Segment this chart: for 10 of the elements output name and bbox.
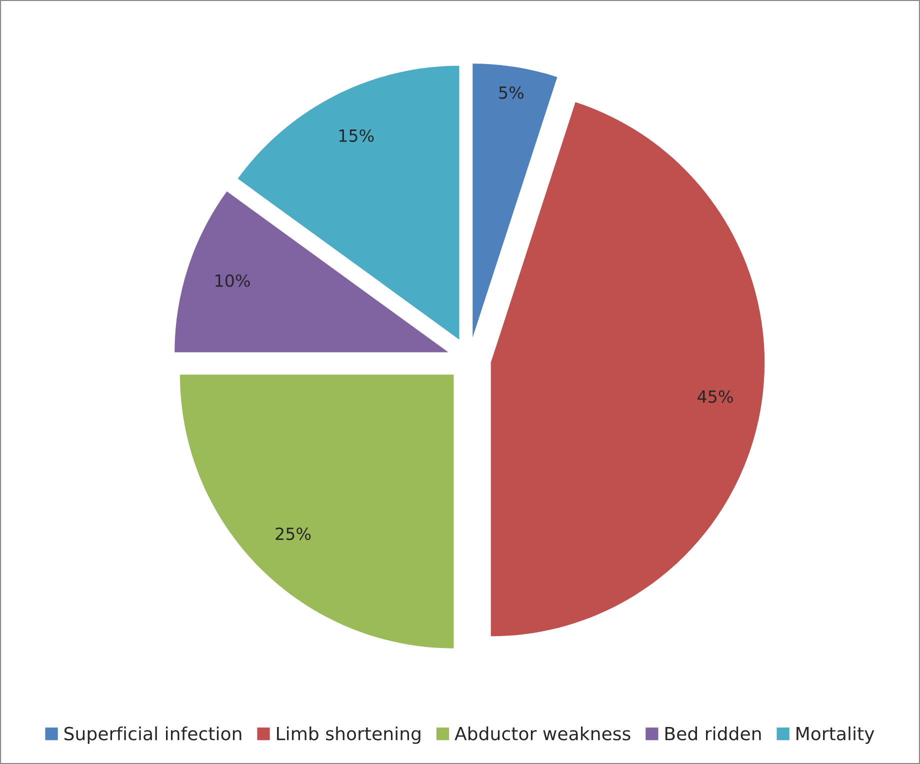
data-label: 45% xyxy=(698,390,733,403)
data-label: 5% xyxy=(499,86,524,99)
legend-label: Superficial infection xyxy=(64,726,242,744)
data-label: 15% xyxy=(339,129,374,142)
legend-label: Mortality xyxy=(796,726,874,744)
legend-label: Limb shortening xyxy=(277,726,420,744)
data-label: 25% xyxy=(276,527,311,540)
data-label: 10% xyxy=(216,274,250,287)
legend-label: Abductor weakness xyxy=(454,726,630,740)
legend-label: Bed ridden xyxy=(665,726,761,740)
